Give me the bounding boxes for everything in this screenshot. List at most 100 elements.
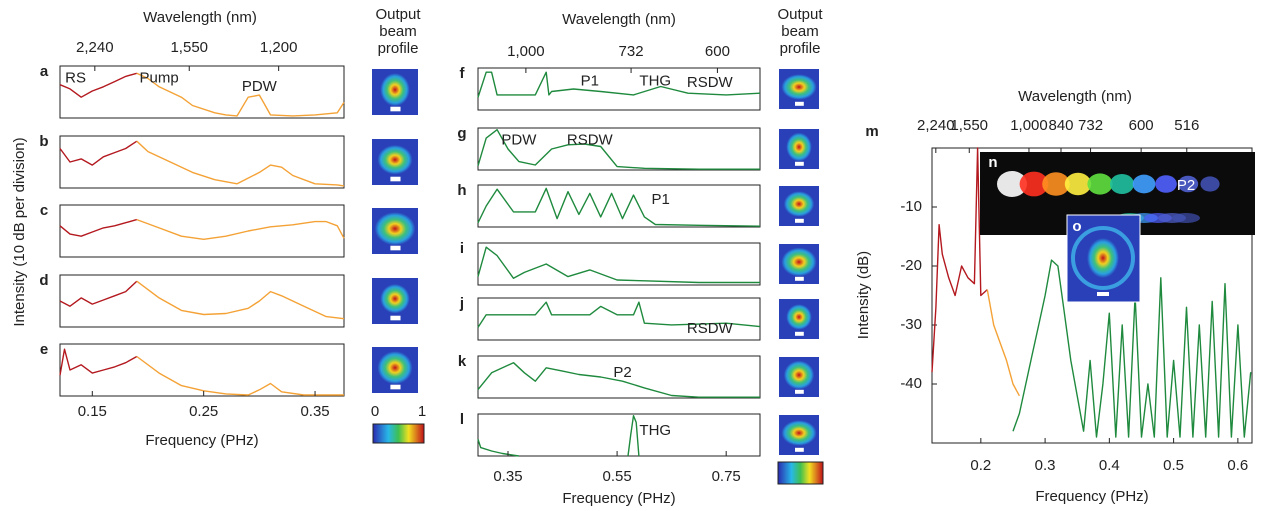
- spectral-spot: [997, 171, 1027, 197]
- x2-tick-label: 1,000: [507, 43, 545, 60]
- x-tick-label: 0.2: [970, 457, 991, 474]
- scale-bar: [795, 276, 804, 281]
- spectrum-line: [136, 280, 345, 320]
- x-tick-label: 0.15: [78, 403, 107, 420]
- spectrum-line: [59, 72, 137, 98]
- scale-bar: [795, 389, 804, 394]
- beam-spot: [781, 247, 817, 277]
- inset-label: n: [988, 154, 997, 171]
- scale-bar: [390, 176, 401, 182]
- panel-label: c: [40, 202, 48, 219]
- panel-label: j: [459, 295, 464, 312]
- panel-label: h: [457, 182, 466, 199]
- scale-bar: [795, 218, 804, 223]
- colorbar: [777, 461, 824, 485]
- x2-tick-label: 840: [1048, 117, 1073, 134]
- x-tick-label: 0.75: [712, 468, 741, 485]
- x-tick-label: 0.55: [602, 468, 631, 485]
- x2-tick-label: 516: [1174, 117, 1199, 134]
- annotation: RSDW: [687, 74, 734, 91]
- spectrum-line: [986, 289, 1021, 397]
- y-tick-label: -40: [900, 375, 922, 392]
- plot-frame: [931, 147, 1253, 444]
- x-tick-label: 0.3: [1035, 457, 1056, 474]
- scale-bar: [390, 315, 401, 321]
- spectrum-line: [59, 280, 138, 307]
- annotation: P2: [613, 364, 631, 381]
- beam-spot: [781, 420, 817, 446]
- scale-bar: [390, 384, 401, 390]
- annotation: PDW: [501, 132, 537, 149]
- scale-bar: [795, 447, 804, 452]
- panel-label: k: [458, 353, 467, 370]
- spectral-spot: [1019, 171, 1049, 197]
- annotation: P1: [652, 191, 670, 208]
- panel-frame: [477, 127, 761, 171]
- x2-tick-label: 600: [1129, 117, 1154, 134]
- x-tick-label: 0.25: [189, 403, 218, 420]
- x2-axis-label: Wavelength (nm): [562, 11, 676, 28]
- panel-frame: [477, 67, 761, 111]
- x2-axis-label: Wavelength (nm): [1018, 88, 1132, 105]
- x-tick-label: 0.6: [1227, 457, 1248, 474]
- colorbar-tick-label: 0: [371, 403, 379, 420]
- panel-frame: [477, 413, 761, 457]
- spectral-spot: [1155, 175, 1177, 193]
- x-axis-label: Frequency (PHz): [145, 432, 258, 449]
- beam-spot: [377, 351, 413, 385]
- x2-tick-label: 1,550: [950, 117, 988, 134]
- x-tick-label: 0.5: [1163, 457, 1184, 474]
- annotation: Pump: [140, 69, 179, 86]
- x-axis-label: Frequency (PHz): [562, 490, 675, 507]
- panel-frame: [59, 204, 345, 258]
- spectrum-line: [136, 140, 345, 187]
- beam-spot: [374, 212, 416, 246]
- panel-label: b: [39, 133, 48, 150]
- spectrum-line: [477, 129, 760, 170]
- spectrum-line: [59, 348, 138, 376]
- x2-tick-label: 732: [619, 43, 644, 60]
- beam-spot: [786, 132, 812, 162]
- beam-spot: [781, 74, 817, 100]
- x-tick-label: 0.4: [1099, 457, 1120, 474]
- panel-label: d: [39, 272, 48, 289]
- spectral-spot: [1110, 174, 1134, 194]
- beam-ring: [1071, 226, 1135, 290]
- annotation: RSDW: [687, 320, 734, 337]
- beam-spot: [377, 144, 413, 175]
- spectrum-line: [477, 438, 520, 457]
- spectrum-line: [136, 355, 344, 396]
- panel-frame: [59, 135, 345, 189]
- x-tick-label: 0.35: [300, 403, 329, 420]
- profile-title: Output beam profile: [777, 6, 823, 57]
- colorbar-tick-label: 1: [418, 403, 426, 420]
- panel-frame: [477, 184, 761, 228]
- panel-label: a: [40, 63, 49, 80]
- inset-label: o: [1072, 218, 1081, 235]
- x2-tick-label: 2,240: [76, 39, 114, 56]
- annotation: RSDW: [567, 132, 614, 149]
- beam-spot: [786, 304, 812, 330]
- annotation: PDW: [242, 78, 278, 95]
- panel-label: f: [460, 65, 466, 82]
- spectral-spot: [1132, 174, 1156, 194]
- x2-tick-label: 2,240: [917, 117, 955, 134]
- x2-tick-label: 1,200: [260, 39, 298, 56]
- spectrum-line: [931, 147, 988, 373]
- spectrum-line: [136, 72, 345, 117]
- spectrum-line: [477, 301, 761, 328]
- y-axis-label: Intensity (10 dB per division): [11, 137, 28, 326]
- y-tick-label: -10: [900, 198, 922, 215]
- spectral-spot: [1177, 175, 1199, 193]
- annotation: P1: [581, 72, 599, 89]
- x-axis-label: Frequency (PHz): [1035, 488, 1148, 505]
- panel-frame: [477, 355, 761, 399]
- x-tick-label: 0.35: [493, 468, 522, 485]
- panel-frame: [59, 65, 345, 119]
- beam-spot: [380, 283, 410, 314]
- panel-label: l: [460, 411, 464, 428]
- spectrum-line: [627, 415, 640, 457]
- annotation: THG: [639, 72, 671, 89]
